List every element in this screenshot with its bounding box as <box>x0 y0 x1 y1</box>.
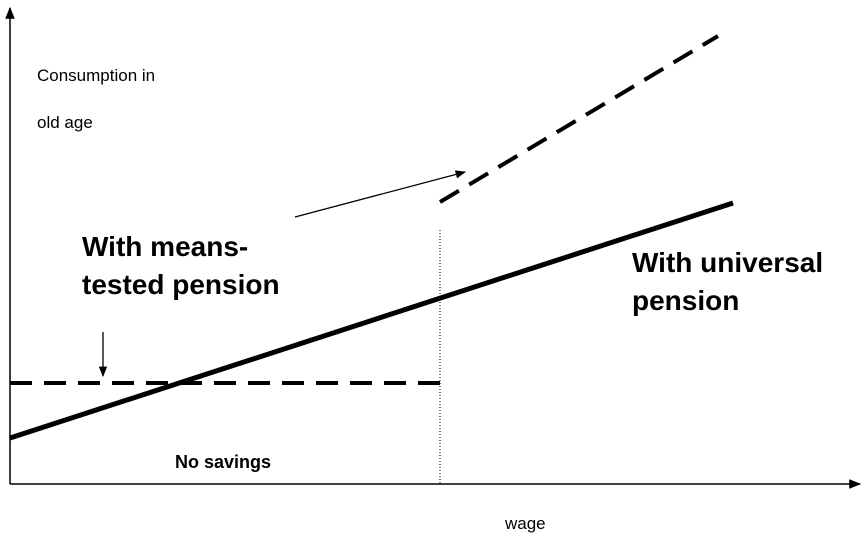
pointer-arrow <box>294 170 467 218</box>
universal-label: pension <box>632 285 739 316</box>
means-tested-upper <box>438 34 720 204</box>
means-tested-label: With means- <box>82 231 248 262</box>
y-axis-label: Consumption in <box>37 66 155 85</box>
means-tested-label: tested pension <box>82 269 280 300</box>
y-axis-label: old age <box>37 113 93 132</box>
universal-label: With universal <box>632 247 823 278</box>
no-savings-label: No savings <box>175 452 271 472</box>
x-axis-label: wage <box>504 514 546 533</box>
universal-line <box>9 200 734 441</box>
